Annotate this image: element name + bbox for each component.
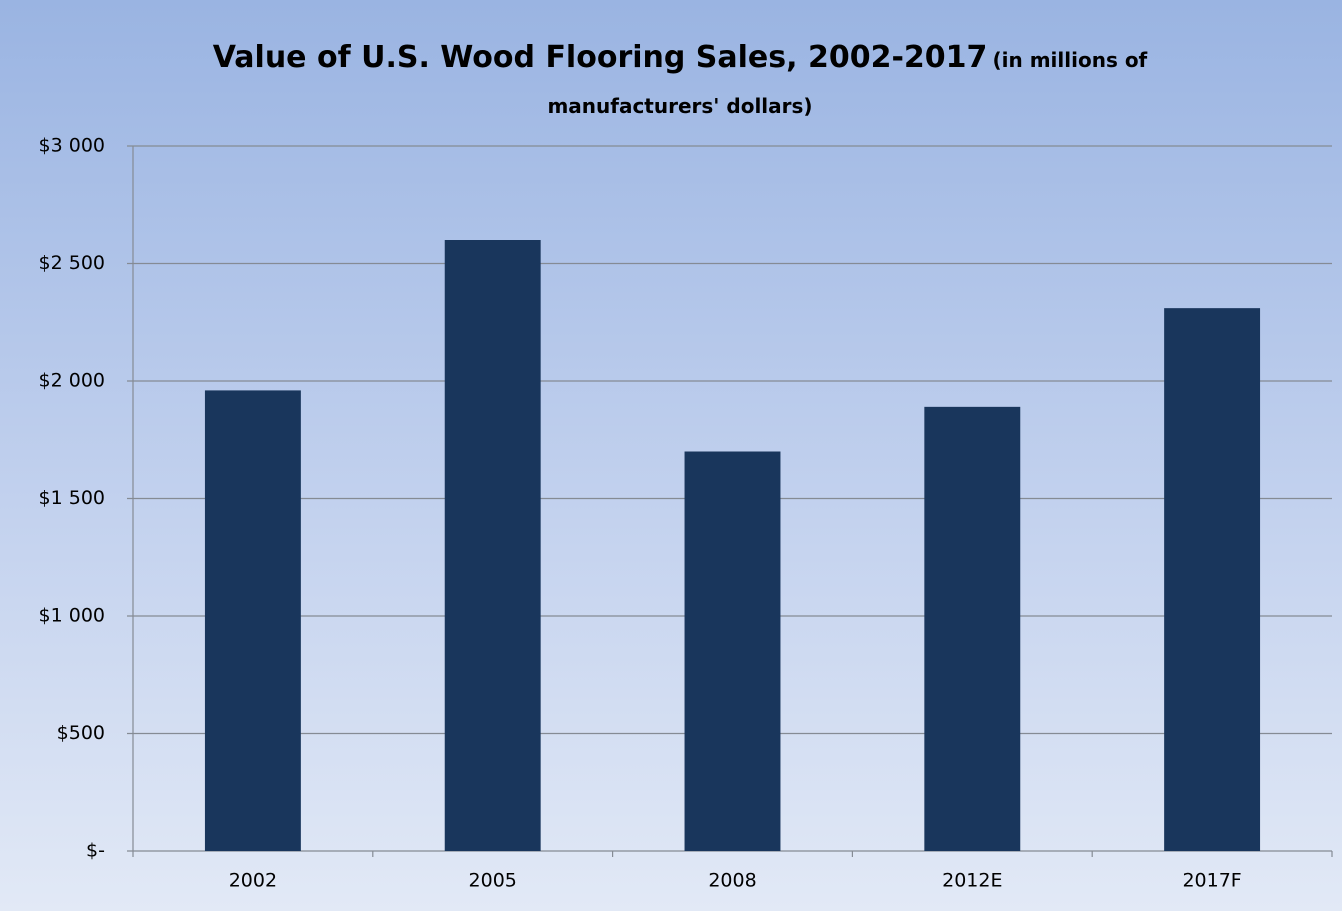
y-tick-label: $2 000 — [39, 370, 105, 392]
x-tick-label: 2017F — [1182, 870, 1241, 892]
chart-subtitle: (in millions of manufacturers' dollars) — [547, 48, 1148, 118]
x-tick-label: 2005 — [469, 870, 517, 892]
chart-title-block: Value of U.S. Wood Flooring Sales, 2002-… — [180, 36, 1180, 130]
x-tick-label: 2002 — [229, 870, 277, 892]
x-tick-label: 2012E — [942, 870, 1002, 892]
y-tick-label: $3 000 — [39, 135, 105, 157]
y-tick-label: $2 500 — [39, 252, 105, 274]
x-tick-label: 2008 — [708, 870, 756, 892]
bar — [924, 406, 1021, 851]
y-tick-label: $- — [86, 840, 105, 862]
y-tick-label: $500 — [57, 722, 105, 744]
bar — [444, 240, 541, 851]
bar — [684, 451, 781, 851]
bar — [1164, 308, 1261, 851]
y-tick-label: $1 500 — [39, 487, 105, 509]
bar — [204, 390, 301, 851]
y-tick-label: $1 000 — [39, 605, 105, 627]
chart-title: Value of U.S. Wood Flooring Sales, 2002-… — [212, 40, 988, 75]
